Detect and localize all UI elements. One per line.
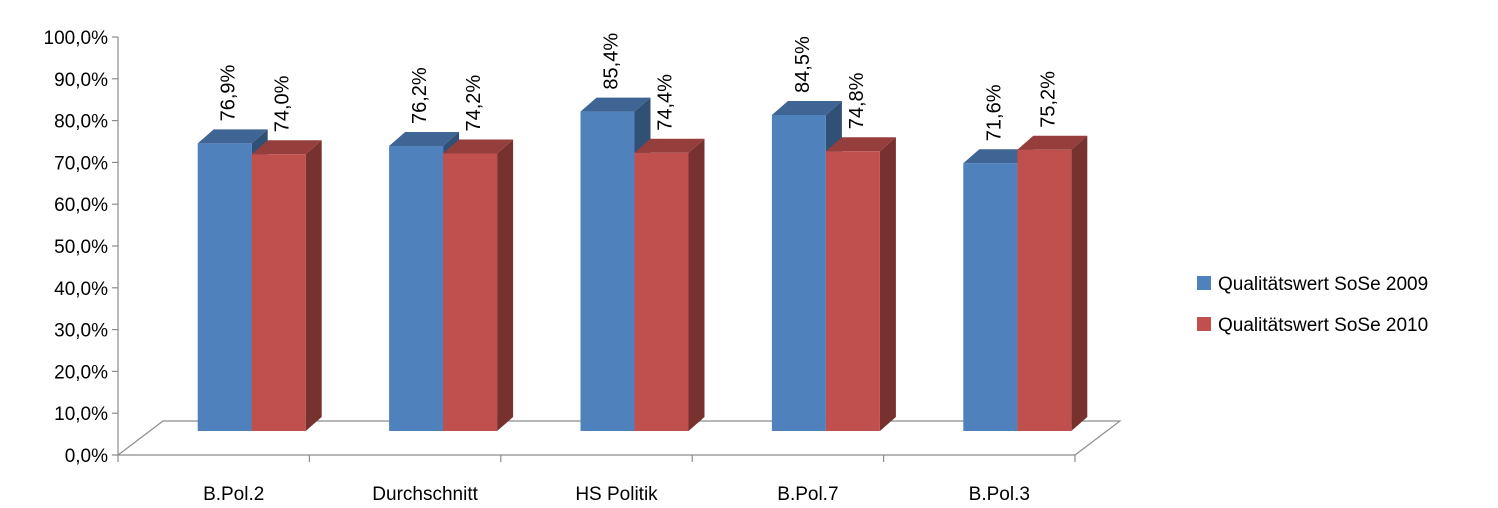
y-tick-label: 20,0% (54, 362, 108, 383)
data-label: 84,5% (792, 36, 814, 93)
data-label: 71,6% (983, 84, 1005, 141)
bar (1017, 135, 1088, 431)
bar (443, 139, 514, 431)
bar (825, 137, 896, 432)
floor-outline (116, 420, 1122, 456)
bar (251, 140, 322, 432)
category-label: Durchschnitt (372, 484, 478, 505)
category-label: B.Pol.7 (777, 484, 838, 505)
data-label: 74,0% (272, 75, 294, 132)
y-tick-label: 30,0% (54, 321, 108, 342)
y-tick-label: 50,0% (54, 237, 108, 258)
data-label: 85,4% (601, 33, 623, 90)
bar (389, 132, 460, 431)
data-label: 74,4% (655, 74, 677, 131)
legend-label: Qualitätswert SoSe 2010 (1218, 315, 1428, 336)
y-tick-label: 60,0% (54, 195, 108, 216)
x-axis: B.Pol.2 Durchschnitt HS Politik B.Pol.7 B.Po… (117, 455, 1076, 505)
category-label: B.Pol.2 (203, 484, 264, 505)
data-label: 76,9% (218, 64, 240, 121)
legend-label: Qualitätswert SoSe 2009 (1218, 274, 1428, 295)
bar (634, 138, 705, 431)
legend-swatch (1197, 276, 1211, 290)
legend-swatch (1197, 317, 1211, 331)
y-tick-label: 100,0% (44, 28, 109, 49)
y-tick-label: 90,0% (54, 70, 108, 91)
category-label: B.Pol.3 (969, 484, 1030, 505)
y-tick-label: 70,0% (54, 153, 108, 174)
data-labels: 76,9% 74,0% 76,2% 74,2% 85,4% 74,4% 84,5% 74,8%… (218, 33, 1060, 142)
data-label: 75,2% (1037, 71, 1059, 128)
y-tick-label: 80,0% (54, 112, 108, 133)
y-axis: 0,0% 10,0% 20,0% 30,0% 40,0% 50,0% 60,0% 70,0% 8… (44, 28, 119, 467)
category-label: HS Politik (575, 484, 658, 505)
bars (197, 97, 1088, 432)
data-label: 76,2% (409, 67, 431, 124)
y-tick-label: 40,0% (54, 279, 108, 300)
data-label: 74,8% (846, 72, 868, 129)
y-tick-label: 10,0% (54, 404, 108, 425)
data-label: 74,2% (463, 75, 485, 132)
y-tick-label: 0,0% (65, 446, 108, 467)
chart-floor (116, 420, 1122, 456)
legend: Qualitätswert SoSe 2009 Qualitätswert SoS… (1197, 274, 1428, 336)
